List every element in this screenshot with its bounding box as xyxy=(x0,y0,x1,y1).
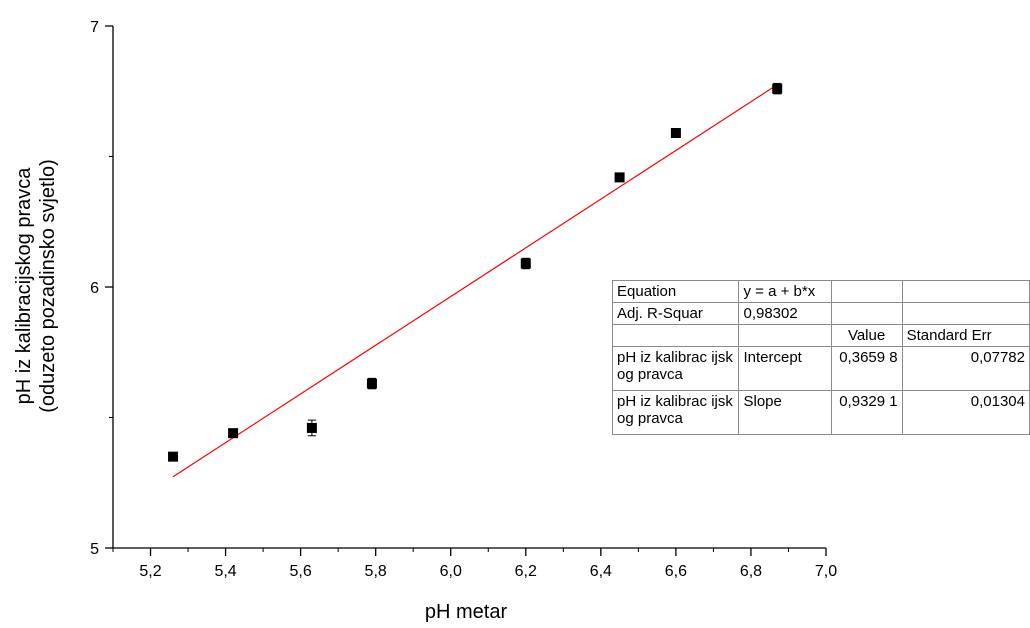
fit-line xyxy=(172,84,778,478)
data-point xyxy=(614,172,625,183)
fit-results-table: Equation y = a + b*x Adj. R-Squar 0,9830… xyxy=(611,280,1030,435)
table-cell: 0,01304 xyxy=(901,390,1030,435)
fit-line-group xyxy=(172,84,778,478)
table-row: pH iz kalibrac ijskog pravca Slope 0,932… xyxy=(611,390,1030,435)
x-tick-label: 5,6 xyxy=(290,563,312,580)
x-tick-label: 6,2 xyxy=(515,563,537,580)
data-point xyxy=(366,378,377,389)
table-cell: y = a + b*x xyxy=(738,280,832,303)
y-tick-label: 7 xyxy=(90,19,99,36)
x-tick-label: 5,4 xyxy=(214,563,236,580)
x-axis-label: pH metar xyxy=(425,601,508,623)
table-cell: pH iz kalibrac ijskog pravca xyxy=(611,346,740,391)
table-row: pH iz kalibrac ijskog pravca Intercept 0… xyxy=(611,346,1030,391)
y-tick-label: 5 xyxy=(90,541,99,558)
table-cell: Slope xyxy=(738,390,832,435)
table-cell: Intercept xyxy=(738,346,832,391)
table-cell xyxy=(830,302,903,325)
table-cell: 0,9329 1 xyxy=(830,390,903,435)
table-cell: pH iz kalibrac ijskog pravca xyxy=(611,390,740,435)
table-cell xyxy=(901,302,1030,325)
data-point xyxy=(306,422,317,433)
table-cell: 0,98302 xyxy=(738,302,832,325)
table-cell xyxy=(738,324,832,347)
y-axis-label-line2: (oduzeto pozadinsko svjetlo) xyxy=(37,159,59,412)
x-tick-label: 7,0 xyxy=(815,563,837,580)
x-tick-label: 6,0 xyxy=(440,563,462,580)
table-cell: 0,07782 xyxy=(901,346,1030,391)
table-cell: Value xyxy=(830,324,903,347)
data-point xyxy=(520,258,531,269)
table-cell: Equation xyxy=(611,280,740,303)
y-tick-label: 6 xyxy=(90,280,99,297)
table-cell: Adj. R-Squar xyxy=(611,302,740,325)
table-cell xyxy=(611,324,740,347)
table-cell xyxy=(901,280,1030,303)
table-row: Equation y = a + b*x xyxy=(611,280,1030,303)
x-tick-label: 6,6 xyxy=(665,563,687,580)
table-cell xyxy=(830,280,903,303)
data-point xyxy=(168,451,179,462)
x-tick-label: 6,4 xyxy=(590,563,612,580)
y-axis-label-line1: pH iz kalibracijskog pravca xyxy=(13,167,35,405)
x-tick-label: 5,2 xyxy=(139,563,161,580)
data-point xyxy=(670,128,681,139)
x-tick-label: 5,8 xyxy=(365,563,387,580)
table-cell: 0,3659 8 xyxy=(830,346,903,391)
data-point xyxy=(772,83,783,94)
table-cell: Standard Err xyxy=(901,324,1030,347)
table-row: Adj. R-Squar 0,98302 xyxy=(611,302,1030,325)
table-row: Value Standard Err xyxy=(611,324,1030,347)
axes: 5,2 5,4 5,6 5,8 6,0 6,2 6,4 6,6 6,8 7,0 5 6 7 xyxy=(90,19,837,580)
data-points xyxy=(168,82,783,462)
data-point xyxy=(228,428,239,439)
x-tick-label: 6,8 xyxy=(740,563,762,580)
